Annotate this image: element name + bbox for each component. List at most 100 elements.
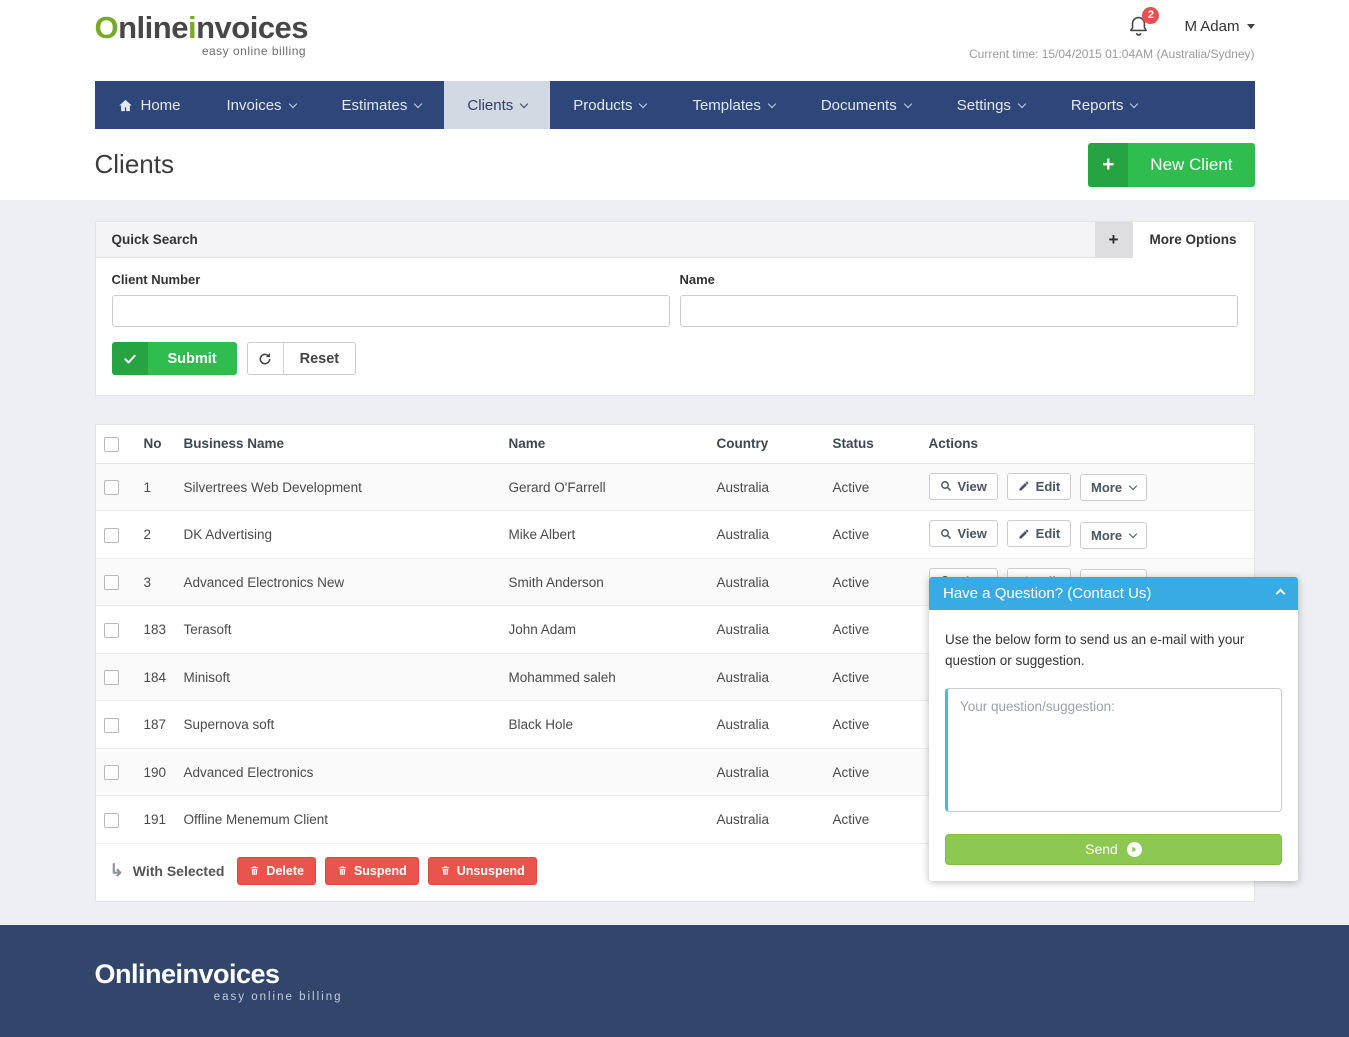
- cell-status: Active: [824, 748, 921, 797]
- cell-no: 3: [135, 558, 176, 607]
- plus-icon: +: [1094, 221, 1133, 258]
- cell-name: John Adam: [500, 605, 709, 654]
- cell-name: [500, 748, 709, 797]
- submit-button[interactable]: Submit: [111, 342, 237, 375]
- cell-country: Australia: [708, 510, 825, 559]
- row-checkbox[interactable]: [103, 622, 119, 638]
- cell-status: Active: [824, 795, 921, 844]
- nav-item-templates[interactable]: Templates: [669, 81, 797, 129]
- logo-word-online: Online: [94, 10, 189, 45]
- col-header-name: Name: [500, 425, 709, 464]
- more-options-button[interactable]: + More Options: [1094, 221, 1254, 258]
- col-header-actions: Actions: [920, 425, 1254, 464]
- col-header-country: Country: [708, 425, 825, 464]
- bulk-actions-label: With Selected: [132, 862, 225, 879]
- contact-widget-description: Use the below form to send us an e-mail …: [945, 632, 1245, 668]
- check-icon: [111, 342, 148, 375]
- footer-logo-word-invoices: invoices: [175, 959, 281, 989]
- bulk-arrow-icon: ↳: [109, 861, 124, 881]
- chevron-down-icon: [1128, 529, 1138, 539]
- more-button[interactable]: More: [1079, 474, 1148, 502]
- nav-item-label: Invoices: [226, 96, 282, 114]
- row-checkbox[interactable]: [103, 527, 119, 543]
- cell-business-name: Advanced Electronics: [175, 748, 501, 797]
- table-row: 1 Silvertrees Web Development Gerard O'F…: [95, 463, 1254, 512]
- cell-business-name: Terasoft: [175, 605, 501, 654]
- refresh-icon: [248, 343, 284, 374]
- cell-name: Gerard O'Farrell: [500, 463, 709, 512]
- nav-wrapper: Home Invoices Estimates Clients Products…: [0, 81, 1349, 129]
- home-icon: [118, 99, 132, 111]
- name-input[interactable]: [679, 295, 1238, 327]
- pencil-icon: [1019, 481, 1029, 491]
- user-area: 2 M Adam Current time: 15/04/2015 01:04A…: [969, 7, 1255, 61]
- suspend-selected-button[interactable]: Suspend: [324, 856, 419, 885]
- nav-item-products[interactable]: Products: [550, 81, 669, 129]
- quick-search-panel: Quick Search + More Options Client Numbe…: [94, 221, 1255, 396]
- cell-country: Australia: [708, 748, 825, 797]
- nav-item-clients[interactable]: Clients: [444, 81, 551, 129]
- page-head: Clients + New Client: [0, 129, 1349, 200]
- cell-no: 2: [135, 510, 176, 559]
- cell-name: Mohammed saleh: [500, 653, 709, 702]
- nav-item-documents[interactable]: Documents: [798, 81, 934, 129]
- row-checkbox[interactable]: [103, 480, 119, 496]
- view-button[interactable]: View: [928, 520, 998, 548]
- delete-label: Delete: [266, 863, 304, 878]
- nav-item-label: Reports: [1070, 96, 1124, 114]
- client-number-input[interactable]: [111, 295, 670, 327]
- view-label: View: [957, 526, 987, 542]
- view-button[interactable]: View: [928, 472, 998, 500]
- nav-item-home[interactable]: Home: [95, 81, 204, 129]
- edit-button[interactable]: Edit: [1006, 472, 1072, 500]
- current-time: Current time: 15/04/2015 01:04AM (Austra…: [969, 47, 1255, 61]
- delete-selected-button[interactable]: Delete: [237, 856, 316, 885]
- row-checkbox[interactable]: [103, 670, 119, 686]
- cell-country: Australia: [708, 605, 825, 654]
- quick-search-header: Quick Search + More Options: [95, 221, 1254, 258]
- nav-item-settings[interactable]: Settings: [934, 81, 1048, 129]
- edit-button[interactable]: Edit: [1006, 520, 1072, 548]
- row-checkbox[interactable]: [103, 812, 119, 828]
- logo-word-invoices: invoices: [187, 10, 309, 45]
- contact-widget-header[interactable]: Have a Question? (Contact Us): [929, 577, 1298, 610]
- app-logo[interactable]: Onlineinvoices easy online billing: [95, 12, 309, 57]
- nav-item-reports[interactable]: Reports: [1048, 81, 1161, 129]
- reset-label: Reset: [299, 350, 340, 367]
- cell-business-name: Silvertrees Web Development: [175, 463, 501, 512]
- edit-label: Edit: [1035, 526, 1061, 542]
- notifications-bell-button[interactable]: 2: [1127, 7, 1160, 38]
- reset-button[interactable]: Reset: [246, 342, 357, 375]
- cell-status: Active: [824, 653, 921, 702]
- unsuspend-selected-button[interactable]: Unsuspend: [427, 856, 537, 885]
- trash-icon: [251, 866, 259, 876]
- plus-icon: +: [1088, 142, 1129, 187]
- select-all-checkbox[interactable]: [103, 436, 119, 452]
- submit-label: Submit: [147, 342, 237, 375]
- name-label: Name: [679, 272, 715, 287]
- unsuspend-label: Unsuspend: [456, 863, 525, 878]
- nav-item-label: Settings: [956, 96, 1011, 114]
- row-checkbox[interactable]: [103, 575, 119, 591]
- cell-business-name: DK Advertising: [175, 510, 501, 559]
- table-header-row: No Business Name Name Country Status Act…: [95, 425, 1254, 464]
- bulk-actions-bar: ↳ With Selected Delete Suspend Unsuspend: [96, 844, 1254, 895]
- quick-search-body: Client Number Name Submit Reset: [96, 258, 1254, 395]
- send-button[interactable]: Send: [945, 833, 1282, 865]
- row-checkbox[interactable]: [103, 717, 119, 733]
- edit-label: Edit: [1035, 478, 1061, 494]
- question-textarea[interactable]: [945, 687, 1282, 812]
- page-title: Clients: [94, 149, 174, 179]
- nav-item-estimates[interactable]: Estimates: [319, 81, 445, 129]
- user-menu[interactable]: M Adam: [1184, 18, 1255, 35]
- nav-item-invoices[interactable]: Invoices: [204, 81, 319, 129]
- new-client-button[interactable]: + New Client: [1088, 142, 1255, 187]
- cell-business-name: Advanced Electronics New: [175, 558, 501, 607]
- table-row: 2 DK Advertising Mike Albert Australia A…: [95, 510, 1254, 559]
- arrow-circle-right-icon: [1126, 841, 1142, 857]
- cell-no: 184: [135, 653, 176, 702]
- more-button[interactable]: More: [1079, 521, 1148, 549]
- row-checkbox[interactable]: [103, 765, 119, 781]
- contact-widget-body: Use the below form to send us an e-mail …: [929, 610, 1298, 881]
- pencil-icon: [1019, 529, 1029, 539]
